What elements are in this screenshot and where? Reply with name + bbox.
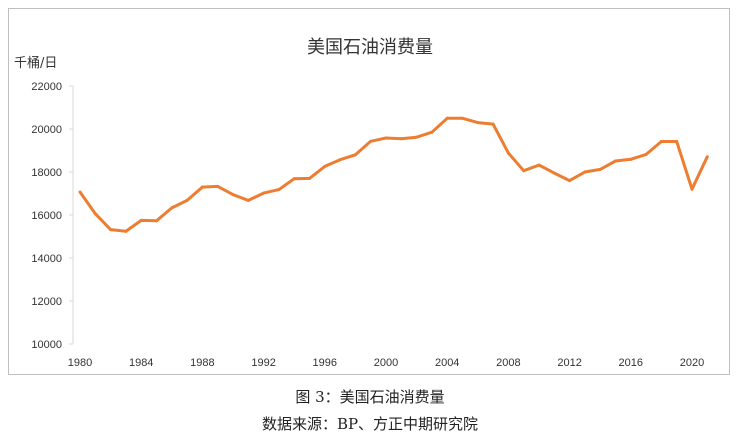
x-tick-label: 1984 (129, 357, 153, 369)
data-point (246, 198, 250, 202)
y-tick-label: 22000 (31, 81, 62, 93)
data-point (461, 116, 464, 120)
x-tick-label: 1992 (251, 357, 275, 369)
data-point (170, 206, 174, 210)
x-tick-label: 1988 (190, 357, 214, 369)
series-line (78, 116, 709, 233)
data-point (124, 229, 128, 233)
data-point (506, 151, 510, 155)
x-tick-label: 2004 (435, 357, 459, 369)
x-tick-label: 2000 (374, 357, 398, 369)
data-point (659, 139, 663, 143)
x-tick-label: 1996 (313, 357, 337, 369)
data-point (155, 219, 158, 223)
data-point (415, 135, 419, 139)
data-point (568, 179, 572, 183)
data-point (139, 218, 143, 222)
x-tick-label: 1980 (68, 357, 92, 369)
figure-caption: 图 3：美国石油消费量 (295, 388, 445, 406)
data-point (384, 136, 388, 140)
x-tick-label: 2012 (557, 357, 581, 369)
data-point (445, 116, 449, 120)
data-point (338, 158, 342, 162)
data-point (430, 130, 434, 134)
data-point (537, 163, 541, 167)
data-point (552, 171, 556, 175)
data-point (308, 176, 311, 180)
data-point (583, 170, 587, 174)
y-axis-unit-label: 千桶/日 (14, 56, 58, 71)
y-tick-label: 16000 (31, 210, 62, 222)
x-tick-label: 2008 (496, 357, 520, 369)
data-point (614, 159, 617, 163)
data-point (109, 228, 113, 232)
data-point (369, 139, 373, 143)
chart-frame (8, 8, 730, 375)
y-tick-label: 12000 (31, 296, 62, 308)
data-point (491, 122, 495, 126)
y-tick-label: 10000 (31, 339, 62, 351)
data-point (690, 187, 694, 191)
chart-title: 美国石油消费量 (307, 37, 433, 58)
x-tick-label: 2016 (619, 357, 643, 369)
data-point (629, 157, 633, 161)
data-point (231, 193, 235, 197)
data-point (262, 191, 266, 195)
data-point (323, 164, 327, 168)
data-point (353, 153, 357, 157)
data-point (705, 155, 709, 159)
y-tick-label: 18000 (31, 167, 62, 179)
data-point (476, 121, 480, 125)
data-point (399, 137, 403, 141)
data-point (93, 212, 97, 216)
source-caption: 数据来源：BP、方正中期研究院 (261, 415, 479, 433)
data-point (598, 167, 602, 171)
x-tick-label: 2020 (680, 357, 704, 369)
y-tick-label: 14000 (31, 253, 62, 265)
data-point (675, 139, 679, 143)
data-point (78, 190, 82, 194)
y-tick-label: 20000 (31, 124, 62, 136)
data-point (644, 152, 648, 156)
data-point (292, 177, 296, 181)
data-point (185, 198, 189, 202)
data-point (522, 169, 526, 173)
data-point (200, 185, 204, 189)
data-point (277, 188, 281, 192)
data-point (216, 184, 220, 188)
